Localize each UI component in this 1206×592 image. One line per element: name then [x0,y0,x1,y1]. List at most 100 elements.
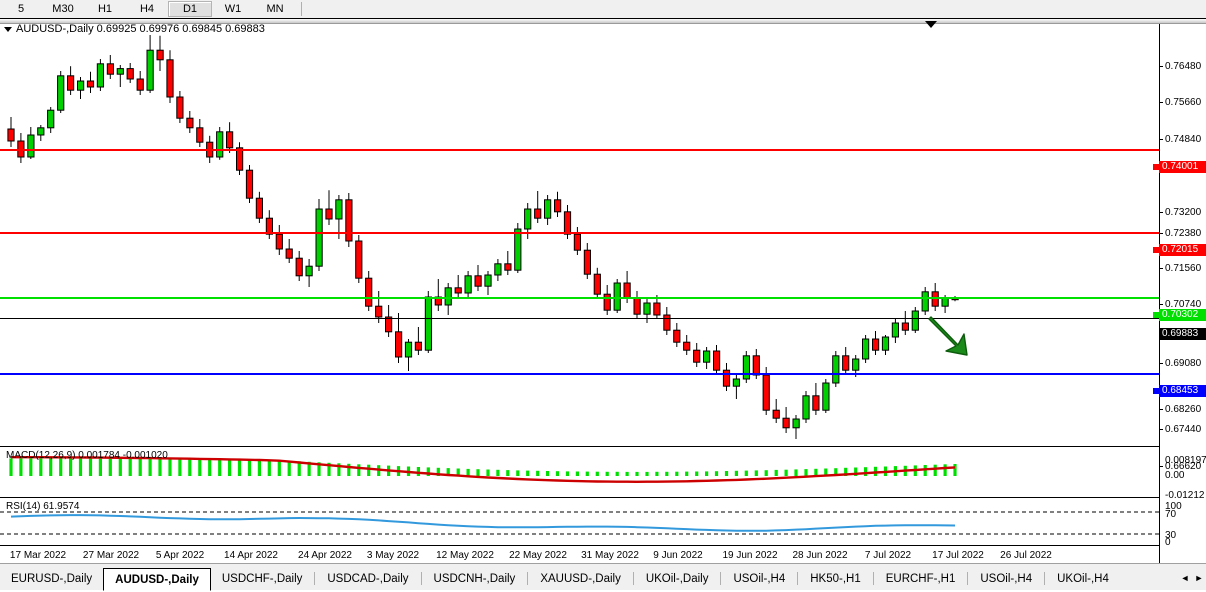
date-tick: 28 Jun 2022 [792,550,848,561]
chart-area[interactable]: AUDUSD-,Daily 0.69925 0.69976 0.69845 0.… [0,18,1206,563]
rsi-tick: 100 [1165,501,1182,512]
macd-caption: MACD(12,26,9) 0.001784 -0.001020 [6,450,168,461]
tab-divider [872,572,874,585]
date-axis: 17 Mar 2022 27 Mar 2022 5 Apr 2022 14 Apr 2… [0,547,1159,563]
price-tick: 0.73200 [1159,207,1206,218]
date-tick: 27 Mar 2022 [82,550,140,561]
rsi-tick: 0 [1165,537,1171,548]
macd-tick: 0.00 [1165,470,1185,481]
date-tick: 17 Mar 2022 [9,550,67,561]
date-tick: 31 May 2022 [581,550,639,561]
date-tick: 17 Jul 2022 [932,550,984,561]
price-axis[interactable]: 0.76480 0.75660 0.74840 0.73200 0.72380 0.715… [1153,19,1206,563]
chart-plot[interactable]: AUDUSD-,Daily 0.69925 0.69976 0.69845 0.… [0,19,1159,563]
chart-menu-caret-icon[interactable] [4,26,12,32]
chart-tab-usdcnh-daily[interactable]: USDCNH-,Daily [433,573,516,585]
tab-scroll-next-icon[interactable]: ► [1194,573,1204,583]
toolbar-divider [301,2,302,16]
chart-tab-usdcad-daily[interactable]: USDCAD-,Daily [327,573,409,585]
timeframe-button-mn[interactable]: MN [266,3,284,15]
chart-tab-eurusd-daily[interactable]: EURUSD-,Daily [11,573,93,585]
chart-tab-ukoil-daily[interactable]: UKOil-,Daily [645,573,709,585]
price-tick: 0.68260 [1159,404,1206,415]
date-tick: 19 Jun 2022 [722,550,778,561]
timeframe-button-w1[interactable]: W1 [224,3,242,15]
price-tick: 0.76480 [1159,61,1206,72]
price-tick: 0.69080 [1159,358,1206,369]
rsi-pane[interactable]: RSI(14) 61.9574 [0,499,1159,546]
level-line-support-68453[interactable] [0,373,1159,375]
level-marker-icon [1153,247,1159,253]
level-line-resistance-74001[interactable] [0,149,1159,151]
timeframe-button-5[interactable]: 5 [17,3,25,15]
rsi-tick: 70 [1165,509,1177,520]
macd-tick: 0.008197 [1165,455,1206,466]
rsi-caption: RSI(14) 61.9574 [6,501,80,512]
tab-divider [797,572,799,585]
tab-divider [720,572,722,585]
price-pane[interactable]: AUDUSD-,Daily 0.69925 0.69976 0.69845 0.… [0,19,1159,447]
price-tick: 0.75660 [1159,97,1206,108]
price-tick: 0.66620 [1159,461,1206,472]
price-level-badge-0-72015[interactable]: 0.72015 [1153,244,1206,256]
chart-tab-audusd-daily[interactable]: AUDUSD-,Daily [103,568,211,591]
level-line-resistance-72015[interactable] [0,232,1159,234]
chart-tab-usoil-h4[interactable]: USOil-,H4 [980,573,1033,585]
price-level-badge-0-70302[interactable]: 0.70302 [1153,309,1206,321]
timeframe-toolbar: 5 M30 H1 H4 D1 W1 MN [0,0,1206,19]
price-level-badge-0-74001[interactable]: 0.74001 [1153,161,1206,173]
level-marker-icon [1153,312,1159,318]
chart-tab-hk50-h1[interactable]: HK50-,H1 [810,573,861,585]
date-tick: 5 Apr 2022 [155,550,205,561]
level-marker-icon [1153,388,1159,394]
tab-divider [420,572,422,585]
date-tick: 3 May 2022 [366,550,420,561]
price-level-badge-0-68453[interactable]: 0.68453 [1153,385,1206,397]
tab-divider [314,572,316,585]
timeframe-button-h4[interactable]: H4 [139,3,155,15]
rsi-series [0,511,1159,535]
date-tick: 24 Apr 2022 [298,550,352,561]
price-level-badge-0-69883[interactable]: 0.69883 [1159,328,1206,340]
level-line-current-69883[interactable] [0,318,1159,319]
date-tick: 12 May 2022 [436,550,494,561]
tab-scroll-prev-icon[interactable]: ◄ [1180,573,1190,583]
price-tick: 0.71560 [1159,263,1206,274]
price-tick: 0.72380 [1159,228,1206,239]
price-tick: 0.67440 [1159,424,1206,435]
chart-tab-usdchf-daily[interactable]: USDCHF-,Daily [221,573,303,585]
timeframe-button-h1[interactable]: H1 [97,3,113,15]
tab-divider [527,572,529,585]
chart-top-rail [0,19,1206,24]
level-marker-icon [1153,164,1159,170]
price-tick: 0.70740 [1159,299,1206,310]
chart-tab-ukoil-h4[interactable]: UKOil-,H4 [1057,573,1109,585]
symbol-ohlc-label: AUDUSD-,Daily 0.69925 0.69976 0.69845 0.… [4,23,265,35]
chart-tab-bar[interactable]: EURUSD-,Daily AUDUSD-,Daily USDCHF-,Daily U… [0,563,1206,591]
date-tick: 9 Jun 2022 [653,550,703,561]
tab-divider [632,572,634,585]
chart-tab-xauusd-daily[interactable]: XAUUSD-,Daily [540,573,621,585]
bullish-arrow-annotation-icon[interactable] [928,314,970,358]
date-tick: 14 Apr 2022 [224,550,278,561]
chart-tab-eurchf-h1[interactable]: EURCHF-,H1 [885,573,956,585]
macd-pane[interactable]: MACD(12,26,9) 0.001784 -0.001020 [0,448,1159,498]
date-tick: 26 Jul 2022 [1000,550,1052,561]
tab-nav-group[interactable]: ◄ ► [1178,571,1206,590]
symbol-ohlc-text: AUDUSD-,Daily 0.69925 0.69976 0.69845 0.… [16,23,265,35]
date-tick: 7 Jul 2022 [864,550,912,561]
timeframe-button-d1[interactable]: D1 [168,1,212,17]
chart-tab-usoil-h4[interactable]: USOil-,H4 [733,573,786,585]
tab-divider [967,572,969,585]
tab-divider [1044,572,1046,585]
date-tick: 22 May 2022 [509,550,567,561]
level-line-support-70302[interactable] [0,297,1159,299]
macd-series [9,455,957,484]
rsi-tick: 30 [1165,530,1177,541]
macd-tick: -0.01212 [1165,490,1205,501]
price-tick: 0.74840 [1159,134,1206,145]
timeframe-button-m30[interactable]: M30 [52,3,74,15]
candlestick-series [7,35,959,439]
chart-scroll-caret-icon[interactable] [925,21,937,28]
